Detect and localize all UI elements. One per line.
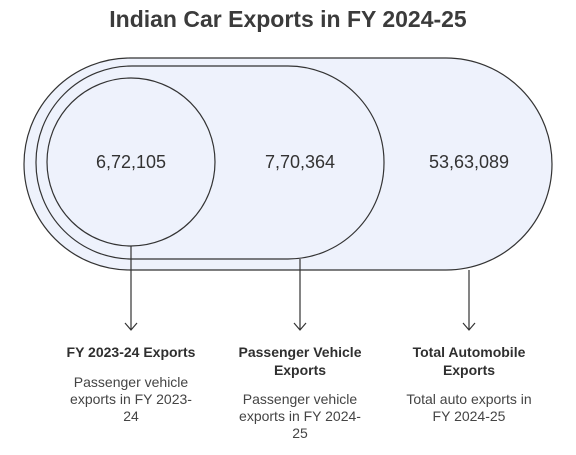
description: Passenger vehicle exports in FY 2024-25 <box>239 391 361 441</box>
title: Indian Car Exports in FY 2024-25 <box>109 6 467 32</box>
arrow-head <box>124 322 138 331</box>
label: Passenger Vehicle Exports <box>238 344 362 378</box>
arrow-head <box>462 322 476 331</box>
description: Total auto exports in FY 2024-25 <box>406 391 532 424</box>
arrow-head <box>293 322 307 331</box>
label: Total Automobile Exports <box>412 344 526 378</box>
arrows <box>124 246 476 331</box>
label: FY 2023-24 Exports <box>66 344 196 360</box>
description: Passenger vehicle exports in FY 2023-24 <box>70 374 192 424</box>
value: 53,63,089 <box>429 152 509 172</box>
value: 7,70,364 <box>265 152 335 172</box>
value: 6,72,105 <box>96 152 166 172</box>
